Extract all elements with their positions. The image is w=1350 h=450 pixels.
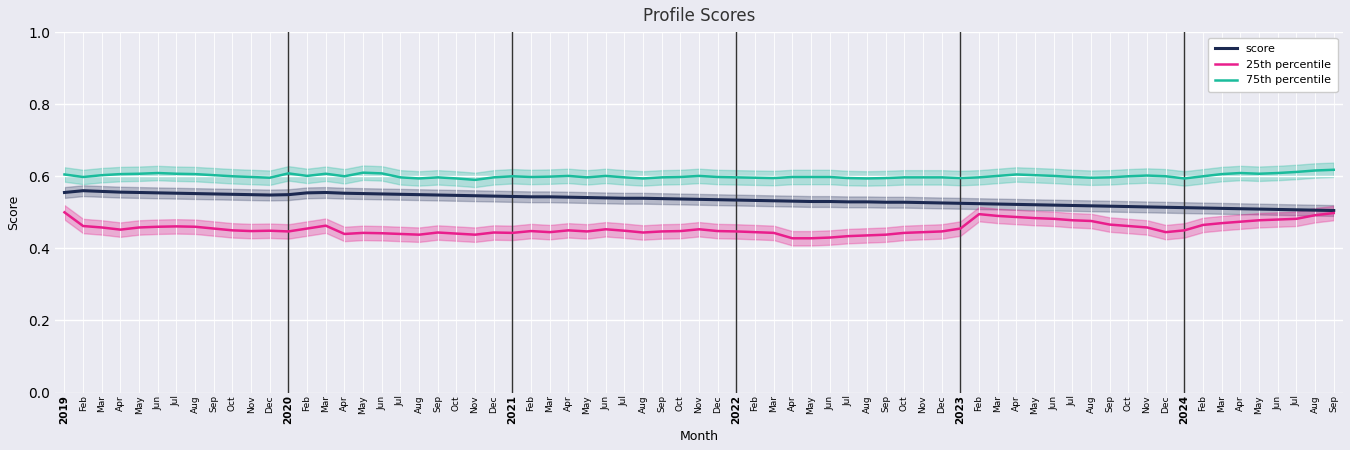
- 25th percentile: [486, 230, 502, 235]
- 75th percentile: [298, 173, 315, 179]
- Y-axis label: Score: Score: [7, 195, 20, 230]
- score: [803, 199, 819, 204]
- score: [505, 194, 521, 199]
- 75th percentile: [1326, 167, 1342, 172]
- 75th percentile: [150, 171, 166, 176]
- score: [169, 190, 185, 196]
- 75th percentile: [467, 177, 483, 183]
- 25th percentile: [57, 210, 73, 215]
- 25th percentile: [467, 232, 483, 238]
- 25th percentile: [150, 224, 166, 230]
- 25th percentile: [803, 236, 819, 241]
- 25th percentile: [784, 236, 801, 241]
- 75th percentile: [57, 172, 73, 177]
- 25th percentile: [1326, 210, 1342, 216]
- 75th percentile: [486, 175, 502, 180]
- score: [317, 190, 333, 195]
- 75th percentile: [803, 174, 819, 180]
- 25th percentile: [1307, 212, 1323, 218]
- Line: 25th percentile: 25th percentile: [65, 212, 1334, 238]
- score: [1307, 207, 1323, 213]
- 75th percentile: [505, 174, 521, 179]
- score: [76, 188, 92, 194]
- score: [57, 190, 73, 195]
- X-axis label: Month: Month: [679, 430, 718, 443]
- score: [1326, 208, 1342, 213]
- Title: Profile Scores: Profile Scores: [643, 7, 755, 25]
- 75th percentile: [1307, 168, 1323, 173]
- Line: score: score: [65, 191, 1334, 211]
- score: [486, 194, 502, 199]
- Line: 75th percentile: 75th percentile: [65, 170, 1334, 180]
- Legend: score, 25th percentile, 75th percentile: score, 25th percentile, 75th percentile: [1208, 38, 1338, 92]
- 25th percentile: [298, 226, 315, 231]
